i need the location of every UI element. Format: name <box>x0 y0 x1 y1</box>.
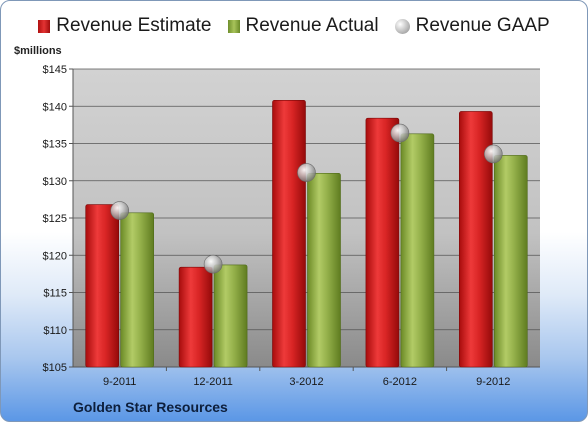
company-name: Golden Star Resources <box>73 399 228 415</box>
bar-revenue-actual <box>493 155 528 368</box>
y-tick-label: $140 <box>43 101 67 113</box>
point-revenue-gaap <box>297 163 316 182</box>
y-tick-label: $110 <box>43 325 67 337</box>
legend-label-estimate: Revenue Estimate <box>56 15 212 36</box>
y-tick-label: $115 <box>43 288 67 300</box>
point-revenue-gaap <box>110 201 129 220</box>
x-tick-label: 9-2012 <box>476 376 510 388</box>
bar-revenue-actual <box>307 173 341 368</box>
x-tick-label: 3-2012 <box>289 376 323 388</box>
y-axis-unit-label: $millions <box>14 45 62 57</box>
legend-label-gaap: Revenue GAAP <box>415 15 550 36</box>
bar-revenue-actual <box>213 264 248 368</box>
x-tick-label: 12-2011 <box>193 376 233 388</box>
legend-item-gaap: Revenue GAAP <box>394 15 550 37</box>
bar-revenue-estimate <box>85 204 119 368</box>
y-tick-label: $145 <box>43 64 67 76</box>
x-tick-label: 6-2012 <box>383 376 417 388</box>
y-tick-label: $120 <box>43 250 67 262</box>
legend: Revenue Estimate Revenue Actual Revenue … <box>1 15 587 37</box>
point-revenue-gaap <box>483 144 503 164</box>
bar-revenue-actual <box>400 133 435 368</box>
bar-revenue-estimate <box>178 266 213 368</box>
bar-revenue-estimate <box>365 117 400 368</box>
legend-swatch-gaap <box>394 18 410 34</box>
y-tick-label: $130 <box>43 176 67 188</box>
legend-item-estimate: Revenue Estimate <box>38 15 212 37</box>
x-tick-label: 9-2011 <box>103 376 136 388</box>
y-tick-label: $105 <box>43 362 67 374</box>
point-revenue-gaap <box>203 254 223 274</box>
bar-revenue-estimate <box>458 111 493 368</box>
legend-label-actual: Revenue Actual <box>245 15 379 36</box>
legend-item-actual: Revenue Actual <box>227 15 379 37</box>
y-tick-label: $135 <box>43 139 67 151</box>
legend-swatch-estimate <box>38 19 51 33</box>
point-revenue-gaap <box>390 123 410 143</box>
bar-revenue-estimate <box>272 99 306 368</box>
y-tick-label: $125 <box>43 213 67 225</box>
bar-revenue-actual <box>120 212 154 368</box>
legend-swatch-actual <box>227 19 240 33</box>
